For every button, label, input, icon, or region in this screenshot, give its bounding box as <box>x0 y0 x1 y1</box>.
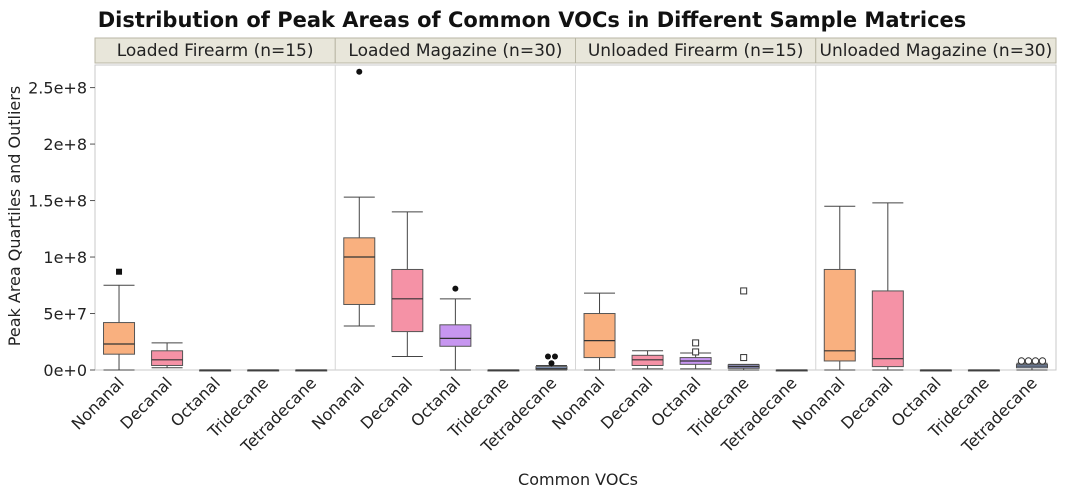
outlier-point <box>544 353 551 360</box>
panel-strip <box>815 37 1057 64</box>
outlier-point <box>1031 357 1040 365</box>
outlier-point <box>551 353 558 360</box>
y-tick-label: 0e+0 <box>43 361 87 380</box>
box-decanal <box>391 268 424 333</box>
y-axis-label: Peak Area Quartiles and Outliers <box>5 86 24 346</box>
y-tick-label: 2.5e+8 <box>28 79 87 98</box>
x-tick-label: Decanal <box>357 373 417 433</box>
outlier-point <box>548 360 555 367</box>
outlier-point <box>740 354 748 362</box>
box-decanal <box>871 290 904 368</box>
box-octanal <box>439 324 472 347</box>
panel-strip <box>334 37 576 64</box>
y-tick-label: 1.5e+8 <box>28 192 87 211</box>
x-axis-label: Common VOCs <box>518 470 638 489</box>
panel-label: Loaded Firearm (n=15) <box>117 41 314 61</box>
outlier-point <box>116 268 123 275</box>
outlier-point <box>1038 357 1047 365</box>
box-nonanal <box>583 313 616 359</box>
outlier-point <box>1024 357 1033 365</box>
y-tick-label: 5e+7 <box>43 305 87 324</box>
panel-label: Unloaded Firearm (n=15) <box>588 41 804 61</box>
box-nonanal <box>343 237 376 305</box>
box-nonanal <box>823 268 856 362</box>
x-tick-label: Nonanal <box>308 373 368 433</box>
x-tick-label: Decanal <box>597 373 657 433</box>
outlier-point <box>692 339 700 347</box>
outlier-point <box>356 68 363 75</box>
outlier-point <box>692 348 700 356</box>
outlier-point <box>1017 357 1026 365</box>
x-tick-label: Decanal <box>837 373 897 433</box>
x-tick-label: Decanal <box>116 373 176 433</box>
outlier-point <box>740 287 748 295</box>
y-tick-label: 2e+8 <box>43 135 87 154</box>
chart-title: Distribution of Peak Areas of Common VOC… <box>98 8 967 32</box>
panel-label: Unloaded Magazine (n=30) <box>820 41 1053 61</box>
x-tick-label: Nonanal <box>548 373 608 433</box>
plot-area: 0e+0 5e+7 1e+8 1.5e+8 2e+8 2.5e+8 Loaded Firea… <box>28 37 1057 457</box>
box-nonanal <box>103 322 136 355</box>
outlier-point <box>452 285 459 292</box>
panel-label: Loaded Magazine (n=30) <box>348 41 562 61</box>
x-tick-label: Nonanal <box>68 373 128 433</box>
y-tick-label: 1e+8 <box>43 248 87 267</box>
x-tick-label: Nonanal <box>788 373 848 433</box>
box-decanal <box>151 350 184 366</box>
